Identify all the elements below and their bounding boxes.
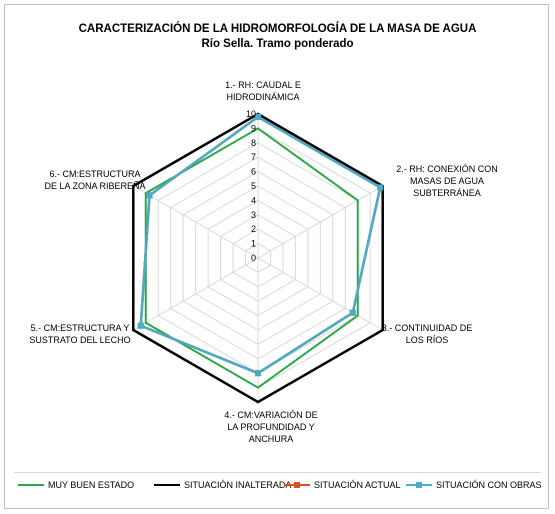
chart-subtitle: Río Sella. Tramo ponderado [201,38,354,50]
legend: MUY BUEN ESTADO SITUACIÓN INALTERADA SITUA… [18,478,542,494]
axis-label-4: LA PROFUNDIDAD Y [227,422,314,432]
tick-label: 10 [246,109,256,119]
spoke-3 [257,257,383,331]
legend-swatch [154,480,180,490]
axis-label-6: DE LA ZONA RIBEREÑA [44,181,145,191]
tick-label: 2 [251,224,256,234]
legend-item-2: SITUACIÓN INALTERADA [154,478,291,492]
legend-item-4: SITUACIÓN CON OBRAS [406,478,542,492]
series-4-point-6 [146,192,153,199]
legend-label: MUY BUEN ESTADO [48,480,135,490]
axis-label-2: SUBTERRÁNEA [413,188,481,198]
legend-item-3: SITUACIÓN ACTUAL [284,478,401,492]
tick-label: 8 [251,138,256,148]
tick-label: 5 [251,181,256,191]
radar-series [132,112,384,404]
spoke-2 [257,185,383,259]
axis-label-1: HIDRODINÁMICA [226,92,299,102]
radar-spokes [133,114,383,402]
axis-label-2: 2.- RH: CONEXIÓN CON [396,164,498,174]
series-4-point-1 [255,113,261,120]
series-4-point-5 [137,322,144,329]
legend-divider [14,472,541,473]
series-4-point-4 [255,370,261,377]
series-4-point-3 [349,309,356,316]
tick-label: 3 [251,210,256,220]
tick-label: 4 [251,195,256,205]
tick-label: 9 [251,123,256,133]
legend-label: SITUACIÓN INALTERADA [184,480,292,490]
axis-label-3: 3.- CONTINUIDAD DE [382,323,473,333]
tick-label: 0 [251,253,256,263]
spoke-5 [133,257,259,331]
chart-title: CARACTERIZACIÓN DE LA HIDROMORFOLOGÍA DE… [78,23,477,35]
axis-label-3: LOS RÍOS [406,335,449,345]
radial-tick-labels: 0 1 2 3 4 5 6 7 8 9 10 [246,109,256,263]
tick-label: 6 [251,167,256,177]
axis-label-2: MASAS DE AGUA [410,176,484,186]
axis-label-4: ANCHURA [249,434,294,444]
axis-label-6: 6.- CM:ESTRUCTURA [49,169,140,179]
series-4-point-2 [377,184,384,191]
chart-title-block: CARACTERIZACIÓN DE LA HIDROMORFOLOGÍA DE… [0,22,555,52]
legend-swatch [406,480,432,490]
chart-area [4,4,549,509]
series-line-1 [144,127,359,389]
axis-labels: 1.- RH: CAUDAL E HIDRODINÁMICA 2.- RH: CON… [29,80,497,444]
legend-swatch [284,480,310,490]
axis-label-5: SUSTRATO DEL LECHO [29,335,130,345]
axis-label-5: 5.- CM:ESTRUCTURA Y [31,323,130,333]
tick-label: 1 [251,239,256,249]
legend-label: SITUACIÓN ACTUAL [314,480,401,490]
spoke-6 [133,185,259,259]
tick-label: 7 [251,152,256,162]
legend-swatch [18,480,44,490]
axis-label-4: 4.- CM:VARIACIÓN DE [224,410,317,420]
legend-item-1: MUY BUEN ESTADO [18,478,134,492]
axis-label-1: 1.- RH: CAUDAL E [225,80,301,90]
legend-label: SITUACIÓN CON OBRAS [436,480,542,490]
